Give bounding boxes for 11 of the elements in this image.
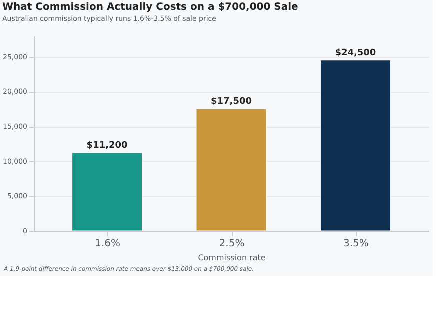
x-tick-label: 3.5% [343, 238, 369, 250]
chart-title: What Commission Actually Costs on a $700,000 Sale [2, 2, 299, 13]
data-label: $11,200 [86, 141, 128, 151]
data-label: $24,500 [335, 48, 376, 58]
x-tick-label: 1.6% [95, 238, 121, 250]
bar [196, 108, 267, 232]
bar [320, 60, 391, 232]
data-label: $17,500 [211, 97, 252, 108]
x-axis-title: Commission rate [198, 254, 266, 262]
x-tick-label: 2.5% [219, 238, 245, 250]
bar [72, 152, 143, 232]
